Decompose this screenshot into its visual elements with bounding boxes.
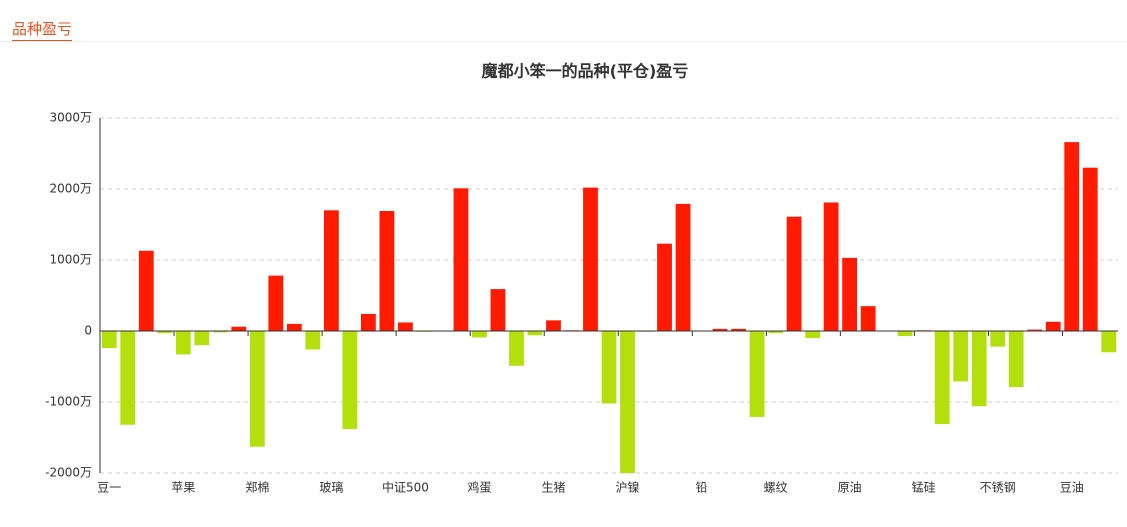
bar (101, 331, 117, 349)
bar (490, 289, 506, 331)
x-tick-label: 铅 (696, 481, 708, 495)
bar (860, 306, 876, 331)
bar (583, 187, 598, 331)
bar (731, 328, 746, 331)
x-tick-label: 螺纹 (764, 481, 788, 495)
x-tick-label: 原油 (838, 481, 862, 495)
bar (971, 331, 987, 407)
bar (249, 331, 265, 447)
bar (175, 331, 191, 355)
bar (342, 331, 358, 429)
x-tick-label: 锰硅 (912, 480, 936, 495)
bar (138, 250, 154, 331)
bar (509, 331, 524, 366)
bar (712, 328, 728, 331)
bar (157, 331, 173, 334)
chart-title: 魔都小笨一的品种(平仓)盈亏 (482, 62, 689, 81)
bar (1008, 331, 1024, 388)
bar (120, 331, 136, 425)
bar (453, 188, 469, 331)
bar (953, 331, 969, 382)
bar (768, 331, 783, 334)
divider (0, 41, 1127, 42)
bar (546, 320, 561, 331)
bar (212, 331, 228, 333)
x-tick-label: 玻璃 (319, 481, 343, 495)
bar (379, 211, 395, 331)
bar (934, 331, 950, 425)
bar (749, 331, 765, 417)
bar (268, 275, 284, 331)
bar (990, 331, 1006, 347)
y-tick-label: 2000万 (49, 182, 92, 196)
x-tick-label: 苹果 (171, 481, 195, 495)
bar (805, 331, 821, 339)
bar (286, 323, 302, 331)
bar (1045, 321, 1061, 331)
bar (823, 202, 839, 331)
y-tick-label: -2000万 (45, 466, 92, 480)
x-tick-label: 沪镍 (616, 481, 640, 495)
bar (1064, 142, 1080, 331)
x-tick-label: 不锈钢 (980, 481, 1016, 495)
bar (1082, 167, 1098, 331)
bar (601, 331, 617, 404)
bar (842, 257, 858, 331)
x-tick-label: 郑棉 (245, 480, 269, 495)
bar (620, 331, 635, 473)
bar (194, 331, 210, 346)
bar (527, 331, 543, 336)
bar (360, 313, 376, 331)
bar (323, 210, 339, 331)
x-tick-label: 中证500 (382, 480, 429, 495)
y-tick-label: 0 (84, 324, 92, 338)
bar (675, 203, 691, 331)
y-tick-label: 3000万 (49, 111, 92, 125)
bar (897, 331, 913, 336)
bar (1101, 331, 1117, 353)
bar (786, 216, 802, 331)
x-tick-label: 鸡蛋 (467, 480, 491, 495)
x-tick-label: 豆油 (1060, 481, 1084, 495)
y-tick-label: 1000万 (49, 253, 92, 267)
bar (472, 331, 487, 338)
bar (231, 326, 247, 331)
x-tick-label: 豆一 (97, 481, 121, 495)
y-tick-label: -1000万 (45, 395, 92, 409)
x-tick-label: 生猪 (541, 481, 565, 495)
bar (397, 322, 413, 331)
bar (305, 331, 321, 350)
bar (657, 243, 672, 331)
bar (1027, 329, 1043, 331)
